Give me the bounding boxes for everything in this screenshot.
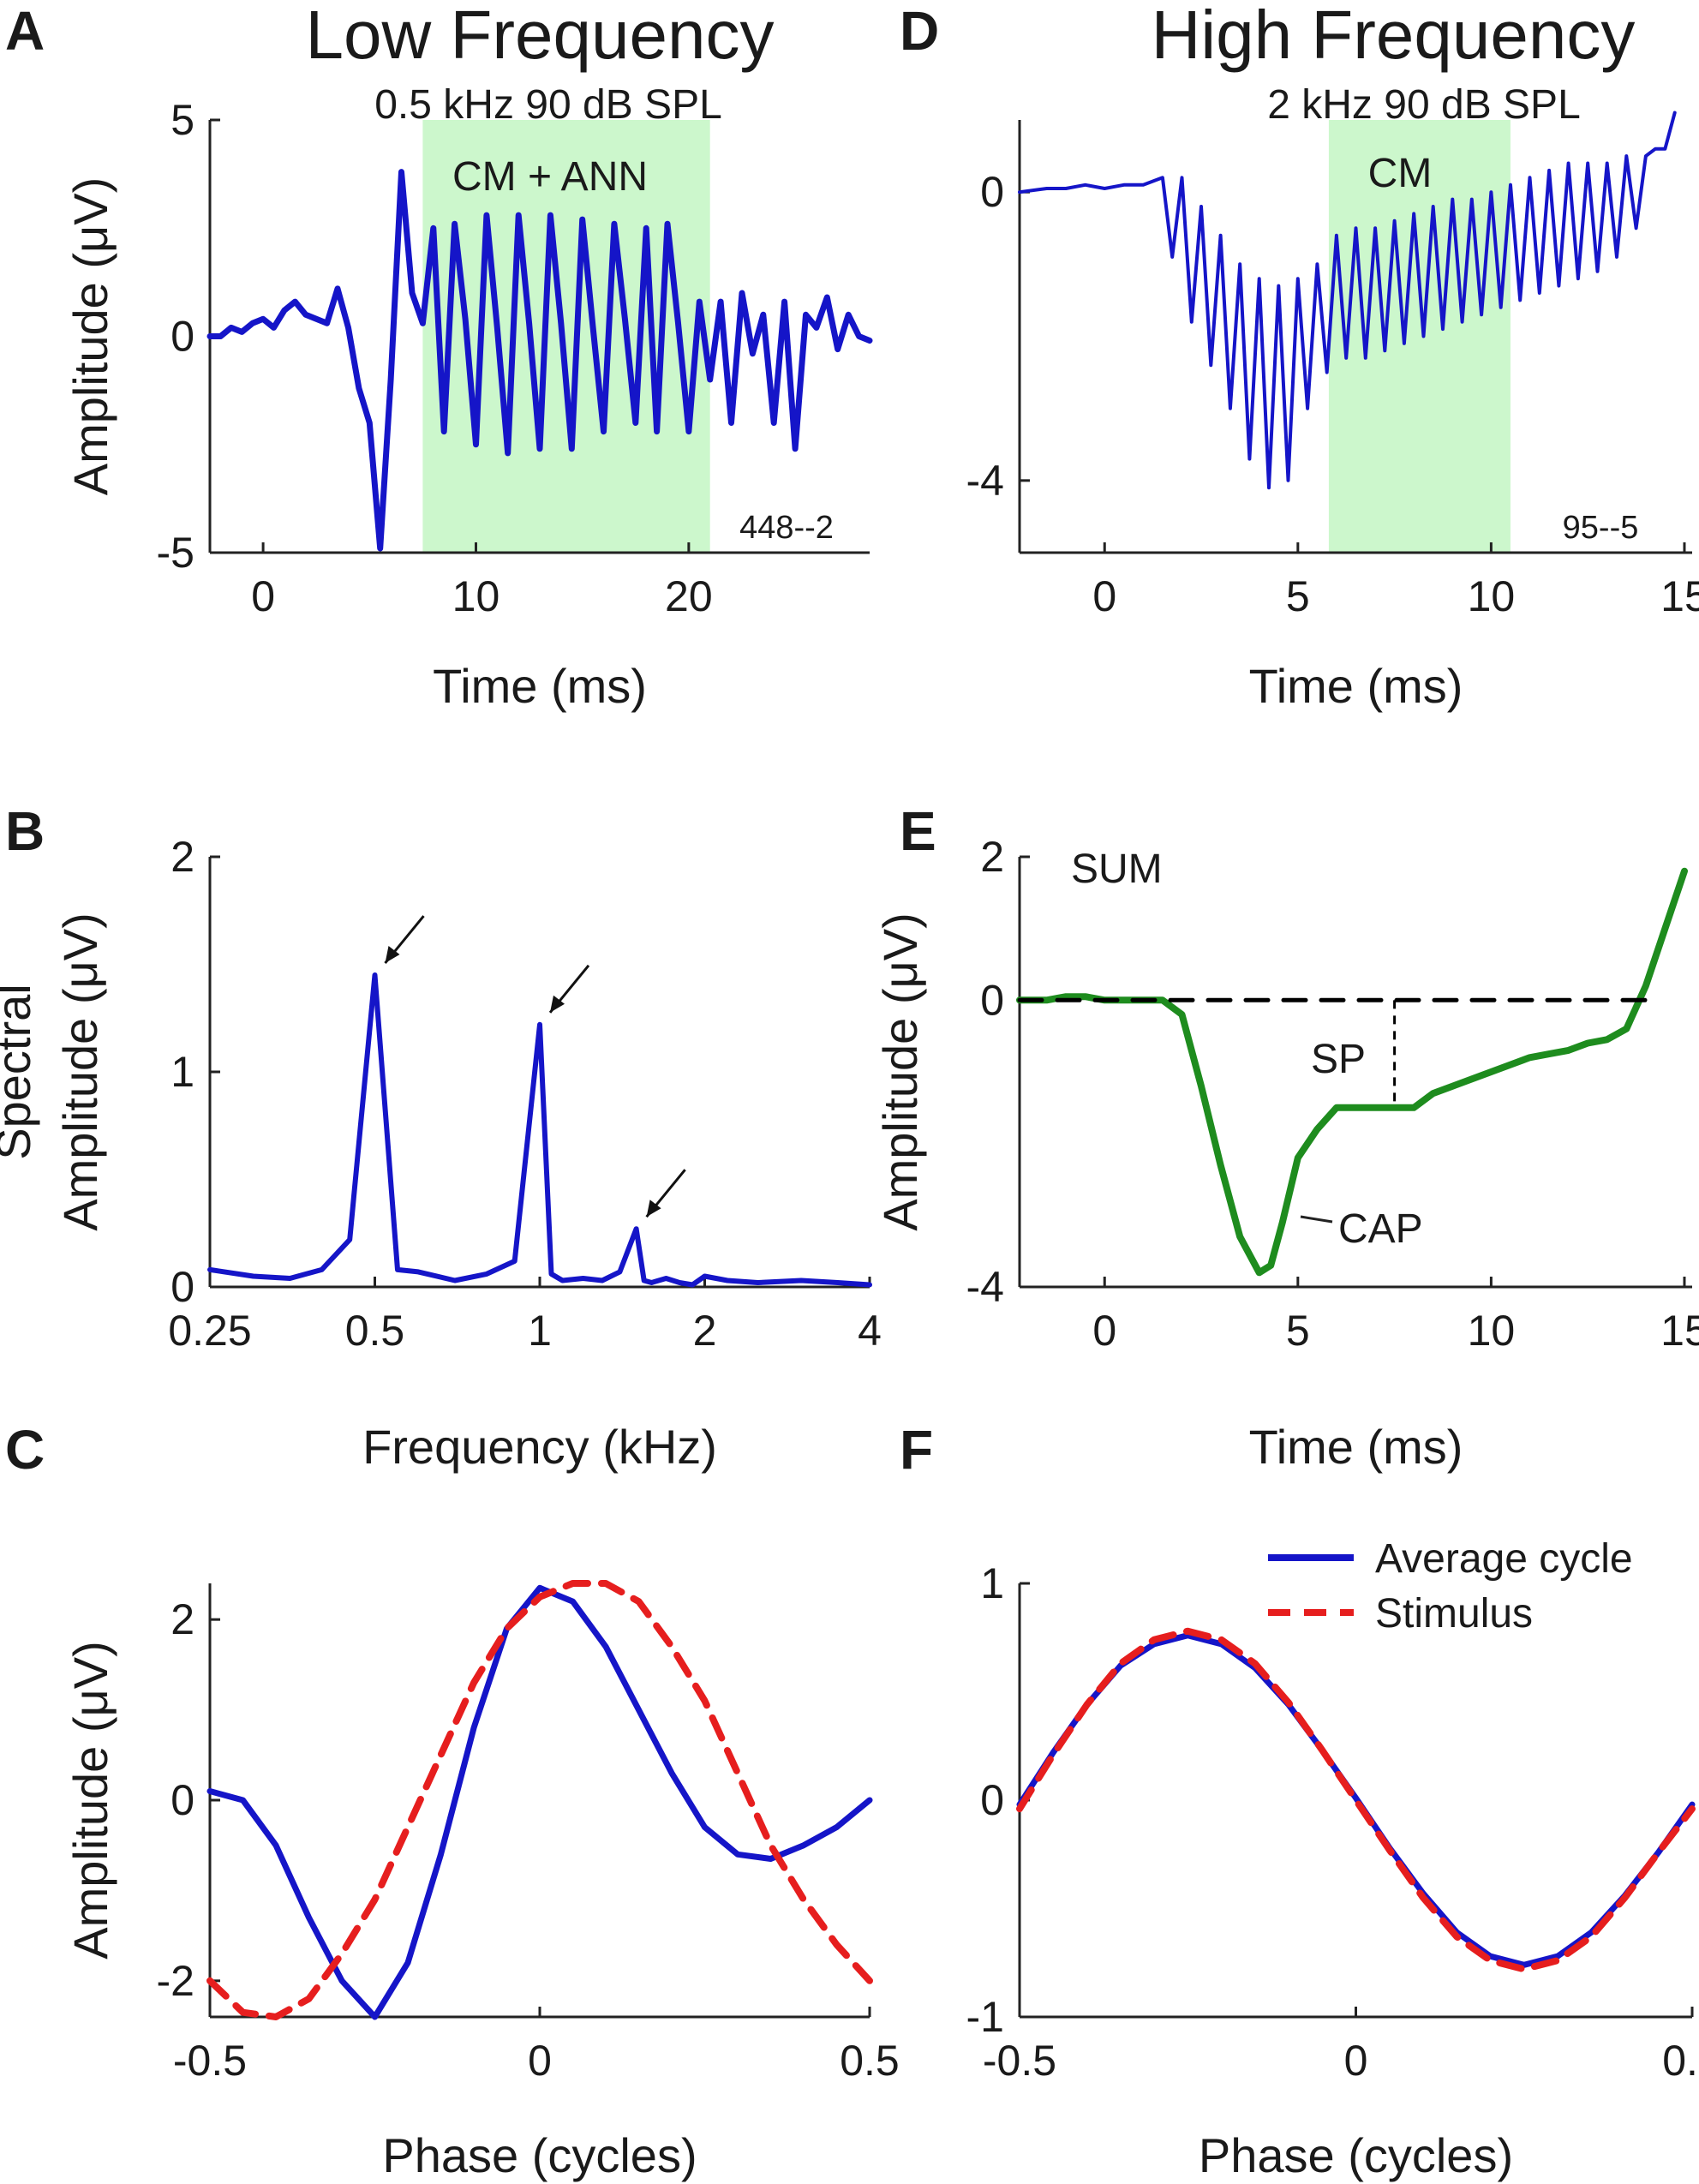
- panel-c-y-tick-label: 0: [170, 1776, 194, 1824]
- panel-b-y-tick-label: 0: [170, 1263, 194, 1311]
- panel-a-subtitle: 0.5 kHz 90 dB SPL: [374, 82, 722, 128]
- panel-c-x-tick-label: -0.5: [173, 2037, 247, 2085]
- spectral-peak-arrow-head: [646, 1200, 661, 1218]
- panel-f-x-tick-label: 0: [1344, 2037, 1368, 2085]
- panel-d-y-tick-label: 0: [980, 168, 1004, 216]
- panel-a-y-tick-label: -5: [157, 529, 194, 577]
- panel-e-x-tick-label: 0: [1092, 1307, 1116, 1355]
- panel-e-y-tick-label: -4: [966, 1263, 1004, 1311]
- panel-b-x-label: Frequency (kHz): [362, 1420, 717, 1474]
- spectral-peak-arrow-head: [385, 946, 400, 964]
- sp-label: SP: [1311, 1037, 1366, 1082]
- panel-b-series-spectrum: [207, 972, 872, 1288]
- panel-b-y-tick-label: 1: [170, 1048, 194, 1096]
- legend-label-stimulus: Stimulus: [1375, 1591, 1533, 1637]
- panel-b-x-tick-label: 2: [693, 1307, 717, 1355]
- panel-d-x-label: Time (ms): [1249, 659, 1463, 713]
- panel-d-subtitle: 2 kHz 90 dB SPL: [1267, 82, 1581, 128]
- panel-b-y-label-line2: Amplitude (μV): [53, 912, 107, 1231]
- panel-d-x-tick-label: 15: [1660, 572, 1699, 620]
- panel-f-series-stimulus: [1016, 1627, 1696, 1973]
- panel-a: A Low Frequency 0.5 kHz 90 dB SPL CM + ANN 4…: [5, 0, 873, 713]
- panel-c-y-tick-label: -2: [157, 1957, 194, 2005]
- panel-a-title: Low Frequency: [306, 0, 775, 73]
- panel-e-x-tick-label: 5: [1286, 1307, 1310, 1355]
- panel-c-y-label: Amplitude (μV): [63, 1641, 117, 1960]
- panel-d-x-tick-label: 0: [1092, 572, 1116, 620]
- legend-label-average-cycle: Average cycle: [1375, 1536, 1633, 1582]
- panel-a-region-label: CM + ANN: [452, 154, 648, 200]
- panel-b-x-tick-label: 4: [858, 1307, 882, 1355]
- panel-d-y-tick-label: -4: [966, 457, 1004, 505]
- panel-f-x-tick-label: 0.5: [1662, 2037, 1699, 2085]
- panel-e-x-label: Time (ms): [1249, 1420, 1463, 1474]
- panel-a-y-tick-label: 0: [170, 313, 194, 361]
- panel-d-shaded-region: [1328, 120, 1511, 553]
- panel-f-series-average-cycle: [1016, 1632, 1696, 1968]
- panel-d-x-tick-label: 5: [1286, 572, 1310, 620]
- panel-a-x-tick-label: 20: [665, 572, 713, 620]
- panel-d-region-label: CM: [1368, 151, 1433, 196]
- panel-a-code: 448--2: [739, 510, 834, 546]
- panel-e-y-tick-label: 2: [980, 833, 1004, 881]
- panel-c-series-average-cycle: [206, 1584, 873, 2020]
- panel-a-letter: A: [5, 0, 45, 62]
- panel-a-x-tick-label: 0: [251, 572, 275, 620]
- cap-label: CAP: [1338, 1206, 1423, 1252]
- panel-e-letter: E: [900, 800, 936, 862]
- panel-a-y-label: Amplitude (μV): [63, 177, 117, 496]
- panel-e-x-tick-label: 15: [1660, 1307, 1699, 1355]
- panel-f-letter: F: [900, 1419, 933, 1481]
- panel-c-x-label: Phase (cycles): [382, 2128, 697, 2182]
- panel-d-series-response: [1018, 111, 1677, 490]
- panel-b-y-label-line1: Spectral: [0, 984, 40, 1159]
- cap-pointer: [1300, 1215, 1333, 1224]
- panel-a-x-tick-label: 10: [452, 572, 500, 620]
- panel-e-y-label: Amplitude (μV): [873, 912, 927, 1231]
- panel-b: B 0.25 0.5 1 2 4 0 1 2 Frequency (kHz) Spectral Amp…: [0, 800, 882, 1474]
- panel-b-y-tick-label: 2: [170, 833, 194, 881]
- panel-c-series-stimulus: [206, 1580, 873, 2020]
- panel-f-x-label: Phase (cycles): [1199, 2128, 1513, 2182]
- panel-f-y-tick-label: 0: [980, 1776, 1004, 1824]
- panel-c-x-tick-label: 0.5: [840, 2037, 900, 2085]
- sum-label: SUM: [1071, 847, 1163, 892]
- panel-e-x-tick-label: 10: [1468, 1307, 1516, 1355]
- panel-d-letter: D: [900, 0, 939, 62]
- panel-c-y-tick-label: 2: [170, 1595, 194, 1643]
- panel-f-y-tick-label: -1: [966, 1993, 1004, 2041]
- panel-a-x-label: Time (ms): [433, 659, 647, 713]
- panel-c-x-tick-label: 0: [528, 2037, 552, 2085]
- panel-e-y-tick-label: 0: [980, 976, 1004, 1024]
- panel-b-letter: B: [5, 800, 45, 862]
- panel-b-x-tick-label: 0.25: [168, 1307, 251, 1355]
- panel-c-letter: C: [5, 1419, 45, 1481]
- panel-d-x-tick-label: 10: [1468, 572, 1516, 620]
- panel-b-x-tick-label: 0.5: [345, 1307, 405, 1355]
- panel-a-series-response: [206, 169, 873, 552]
- panel-e: E SUM SP CAP 0 5 10 15 -4 0 2 Time (ms) Amplitude (μ…: [873, 800, 1699, 1474]
- panel-f: F -0.5 0 0.5 -1 0 1 Phase (cycles) Average cycle…: [900, 1419, 1699, 2182]
- panel-f-y-tick-label: 1: [980, 1559, 1004, 1607]
- panel-c: C -0.5 0 0.5 -2 0 2 Phase (cycles) Amplitude (μV…: [5, 1419, 900, 2182]
- spectral-peak-arrow-head: [550, 995, 565, 1013]
- panel-f-x-tick-label: -0.5: [983, 2037, 1056, 2085]
- panel-b-x-tick-label: 1: [528, 1307, 552, 1355]
- panel-d-title: High Frequency: [1152, 0, 1636, 73]
- panel-a-y-tick-label: 5: [170, 96, 194, 144]
- panel-d: D High Frequency 2 kHz 90 dB SPL CM 95--5 0 5 1…: [900, 0, 1699, 713]
- panel-d-code: 95--5: [1563, 510, 1639, 546]
